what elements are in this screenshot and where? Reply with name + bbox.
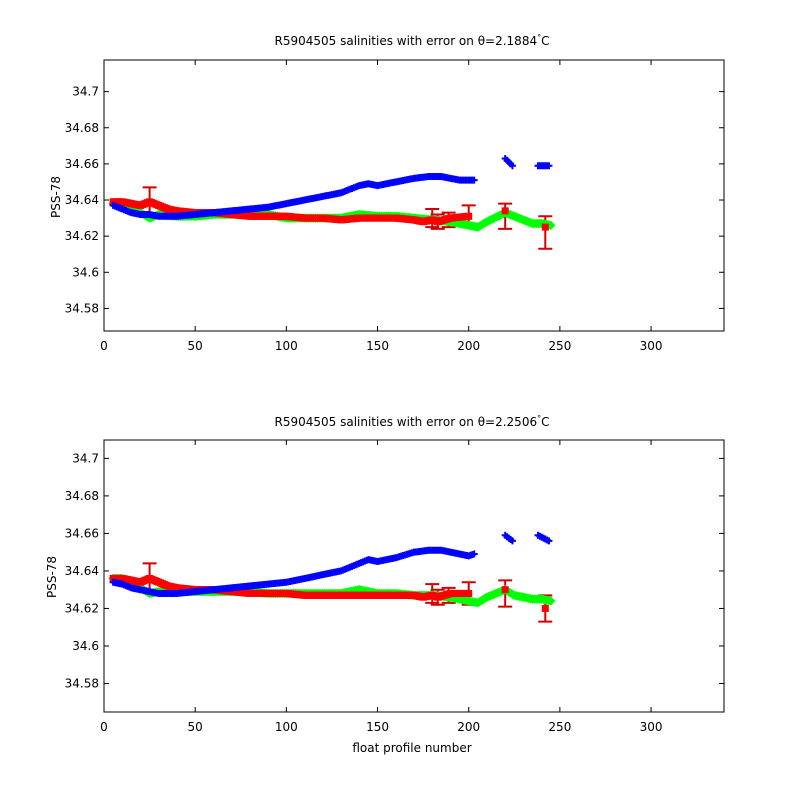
top-panel-ticks: 0 50 100 150 200 250 300 34.58 34.6 34.62 34.64 34.… [65, 60, 724, 353]
bottom-panel-red-point [465, 589, 473, 597]
top-panel-xtick-label: 0 [100, 339, 108, 353]
bottom-panel-blue-point [508, 537, 516, 545]
top-panel-xtick-label: 150 [366, 339, 389, 353]
top-panel-red-point [501, 207, 509, 215]
bottom-panel-xtick-label: 150 [366, 720, 389, 734]
bottom-panel-ytick-label: 34.68 [65, 489, 99, 503]
top-panel-blue-point [508, 162, 516, 170]
top-panel-xtick-label: 250 [548, 339, 571, 353]
top-panel-xtick-label: 50 [188, 339, 203, 353]
bottom-panel-ticks: 0 50 100 150 200 250 300 34.58 34.6 34.62 34.64 34.… [65, 440, 724, 734]
bottom-panel-ylabel: PSS-78 [45, 556, 59, 598]
top-panel-blue-point [470, 176, 478, 184]
bottom-panel-red-point [501, 586, 509, 594]
bottom-panel-xtick-label: 100 [275, 720, 298, 734]
top-panel-xtick-label: 200 [457, 339, 480, 353]
top-panel-red-point [465, 212, 473, 220]
bottom-panel-ytick-label: 34.58 [65, 676, 99, 690]
bottom-panel-blue-point [545, 537, 553, 545]
bottom-panel-xtick-label: 250 [548, 720, 571, 734]
top-panel-ytick-label: 34.62 [65, 229, 99, 243]
bottom-panel-xtick-label: 200 [457, 720, 480, 734]
bottom-panel-ytick-label: 34.7 [72, 451, 99, 465]
top-panel-ytick-label: 34.66 [65, 157, 99, 171]
bottom-panel-ytick-label: 34.66 [65, 526, 99, 540]
top-panel-xtick-label: 300 [640, 339, 663, 353]
top-panel-red-point [541, 223, 549, 231]
bottom-panel-ytick-label: 34.64 [65, 564, 99, 578]
bottom-panel-title: R5904505 salinities with error on θ=2.25… [275, 414, 550, 429]
top-panel-ytick-label: 34.6 [72, 265, 99, 279]
top-panel-ytick-label: 34.68 [65, 121, 99, 135]
top-panel-title: R5904505 salinities with error on θ=2.18… [275, 33, 550, 48]
bottom-panel-xtick-label: 50 [188, 720, 203, 734]
bottom-panel-ytick-label: 34.62 [65, 601, 99, 615]
top-panel-ytick-label: 34.7 [72, 85, 99, 99]
top-panel: R5904505 salinities with error on θ=2.18… [49, 33, 725, 353]
top-panel-axes-box [103, 59, 725, 332]
top-panel-xtick-label: 100 [275, 339, 298, 353]
top-panel-ytick-label: 34.58 [65, 301, 99, 315]
top-panel-marks [108, 154, 556, 232]
bottom-panel: R5904505 salinities with error on θ=2.25… [45, 414, 725, 755]
top-panel-blue-point [545, 162, 553, 170]
bottom-panel-ytick-label: 34.6 [72, 639, 99, 653]
bottom-panel-blue-point [470, 550, 478, 558]
bottom-panel-axes-box [103, 439, 725, 713]
bottom-panel-xtick-label: 300 [640, 720, 663, 734]
bottom-panel-green-point [546, 596, 556, 606]
x-axis-label: float profile number [352, 741, 471, 755]
bottom-panel-marks [108, 531, 556, 612]
top-panel-ytick-label: 34.64 [65, 193, 99, 207]
bottom-panel-red-point [541, 604, 549, 612]
top-panel-ylabel: PSS-78 [49, 176, 63, 218]
bottom-panel-xtick-label: 0 [100, 720, 108, 734]
